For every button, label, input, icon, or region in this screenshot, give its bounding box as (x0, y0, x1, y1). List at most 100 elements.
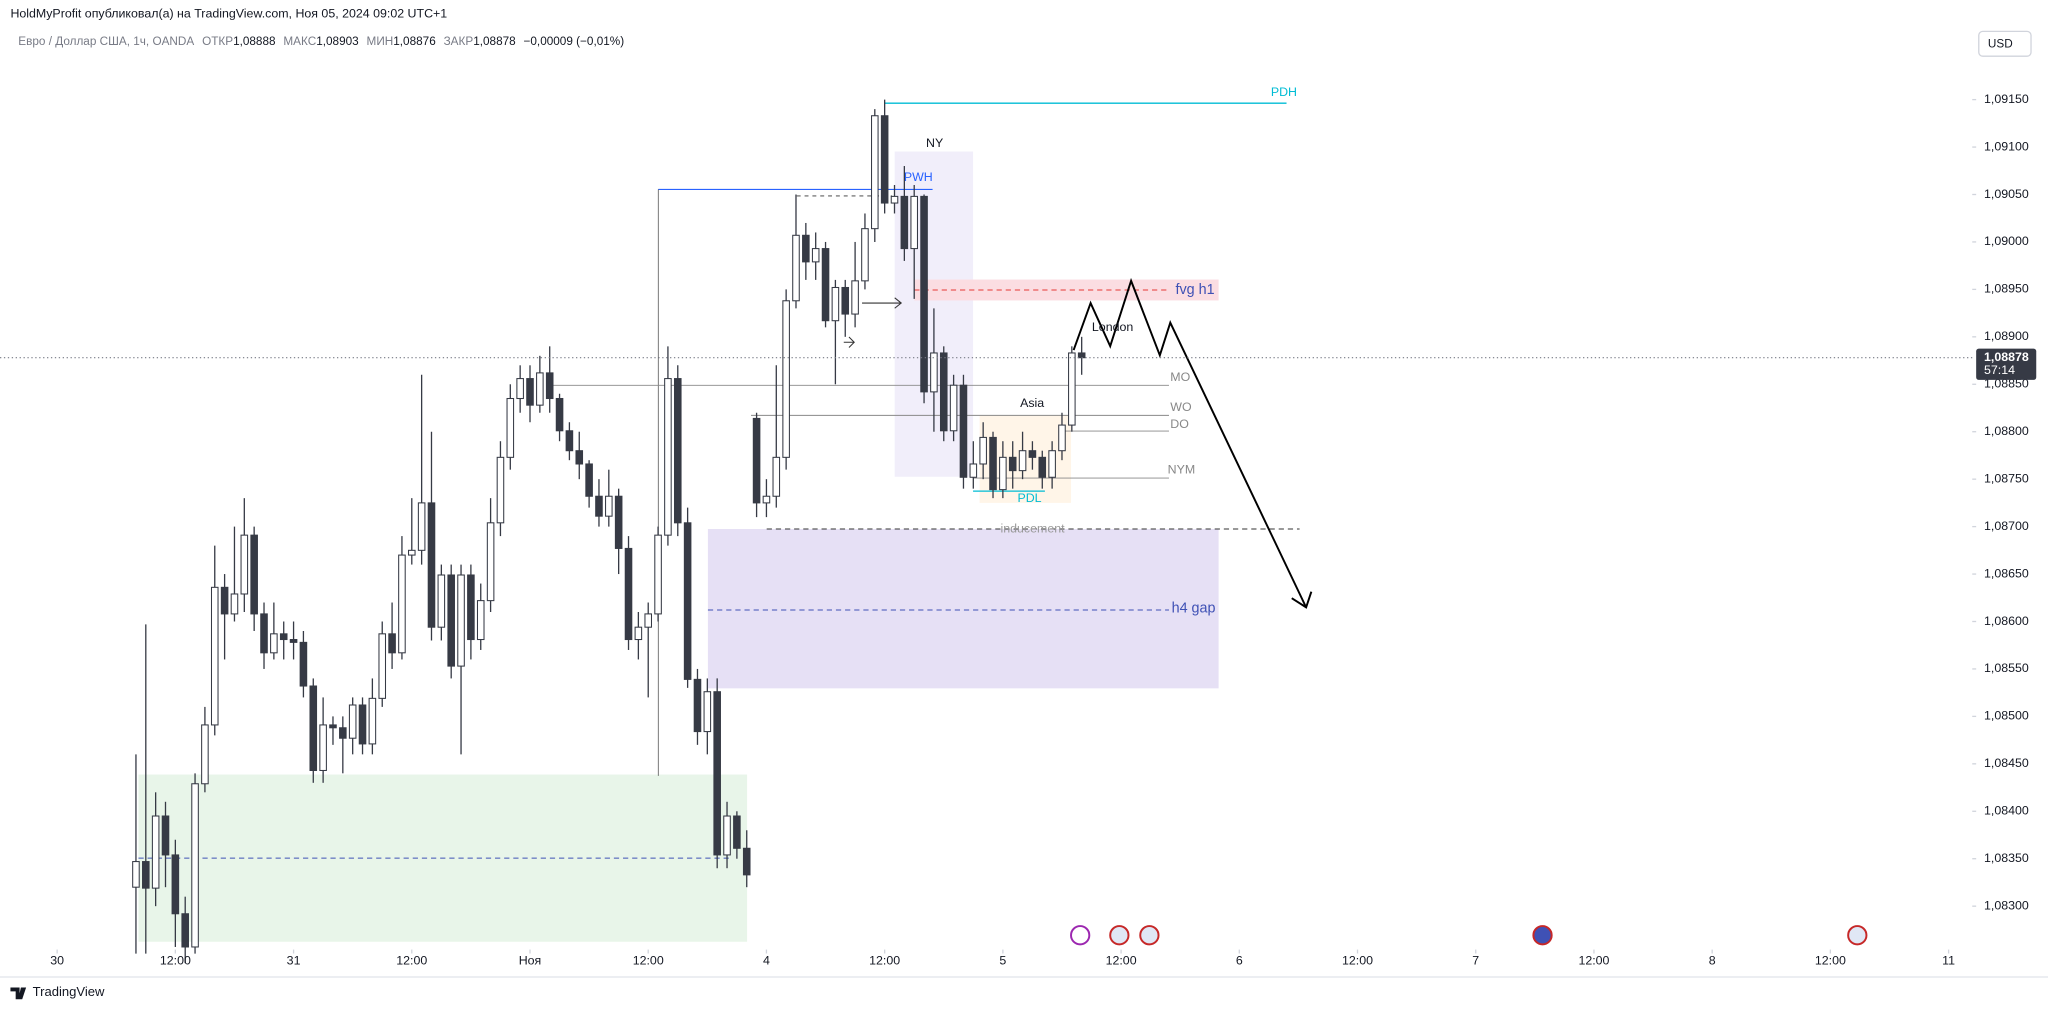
candle-body (447, 574, 455, 667)
candle-body (752, 417, 761, 504)
candle-body (339, 727, 347, 739)
candle-body (939, 352, 948, 432)
last-price-tag (1976, 348, 2037, 380)
candle-body (880, 115, 889, 204)
candle-body (673, 378, 682, 524)
candle-body (240, 534, 249, 595)
currency[interactable]: USD (1988, 38, 2013, 51)
event-icon[interactable] (1109, 925, 1130, 946)
candle-body (1058, 424, 1066, 452)
candle-body (388, 633, 396, 654)
x-tick-label: Ноя (519, 954, 542, 968)
candle-body (289, 639, 298, 643)
countdown: 57:14 (1984, 363, 2015, 377)
ohlc-label: ОТКР (202, 35, 233, 48)
y-tick-label: 1,08350 (1984, 851, 2029, 865)
y-tick-label: 1,08450 (1984, 756, 2029, 770)
annotation: London (1092, 320, 1133, 334)
x-tick-label: 12:00 (396, 954, 427, 968)
x-tick-label: 12:00 (869, 954, 900, 968)
candle-body (358, 704, 367, 745)
candle-body (427, 502, 436, 628)
event-icon[interactable] (1532, 925, 1553, 946)
candle-body (319, 724, 327, 771)
annotation: NYM (1168, 463, 1196, 477)
h4-gap-zone (707, 529, 1219, 689)
candle-body (1038, 456, 1047, 478)
candle-body (496, 456, 505, 524)
candle-body (309, 685, 318, 771)
brand: TradingView (33, 984, 105, 999)
x-tick-label: 4 (763, 954, 770, 968)
candle-body (713, 691, 721, 856)
candle-body (181, 913, 189, 948)
candle-body (664, 378, 672, 536)
event-icon[interactable] (1070, 925, 1091, 946)
candle-body (782, 300, 790, 458)
annotation: DO (1170, 417, 1189, 431)
candle-body (220, 586, 229, 615)
event-icon[interactable] (1139, 925, 1160, 946)
annotation: PWH (904, 170, 933, 184)
candle-body (1028, 450, 1037, 458)
candle-body (1048, 450, 1056, 478)
arrow (843, 336, 855, 348)
candle-body (132, 861, 140, 888)
candle-body (230, 593, 239, 615)
candle-body (142, 861, 150, 889)
candle-body (949, 384, 958, 432)
candle-body (417, 502, 426, 551)
candle-body (595, 495, 603, 517)
candle-body (890, 195, 899, 204)
candle-body (467, 574, 475, 641)
candle-body (762, 495, 771, 504)
x-tick-label: 31 (287, 954, 301, 968)
candle-body (772, 456, 781, 497)
candle-body (536, 372, 544, 406)
y-tick-label: 1,08850 (1984, 377, 2029, 391)
publisher: HoldMyProfit опубликовал(а) на TradingVi… (10, 7, 447, 21)
event-icon[interactable] (1847, 925, 1868, 946)
x-tick-label: 30 (50, 954, 64, 968)
candle-body (969, 463, 978, 478)
candle-body (811, 248, 820, 263)
currency-button[interactable] (1978, 30, 2032, 57)
candle-body (1018, 450, 1027, 472)
ohlc-label: ЗАКР (444, 35, 474, 48)
candle-body (989, 436, 997, 491)
candle-body (210, 586, 219, 726)
candle-body (831, 286, 840, 322)
annotation: NY (926, 136, 943, 150)
candle-body (250, 534, 258, 615)
y-tick-label: 1,08300 (1984, 898, 2029, 912)
candle-body (171, 854, 180, 915)
x-tick-label: 5 (999, 954, 1006, 968)
candle-body (841, 286, 850, 315)
x-tick-label: 8 (1709, 954, 1716, 968)
candle-body (299, 641, 308, 687)
candle-body (693, 678, 702, 733)
candle-body (920, 195, 928, 393)
x-tick-label: 11 (1942, 954, 1955, 968)
candle-body (910, 195, 918, 250)
event-icons (1070, 925, 1868, 946)
candle-body (270, 633, 278, 654)
candle-body (260, 613, 268, 654)
candle-body (506, 397, 515, 458)
candle-body (407, 549, 416, 556)
x-tick-label: 12:00 (633, 954, 664, 968)
ohlc-value: 1,08888 (233, 35, 276, 48)
candle-body (634, 626, 643, 641)
y-tick-label: 1,08950 (1984, 282, 2029, 296)
candle-body (742, 847, 751, 876)
candle-body (703, 691, 712, 733)
last-price-label: 1,08878 (1984, 350, 2029, 364)
candle-body (565, 430, 574, 452)
x-tick-label: 12:00 (1106, 954, 1137, 968)
candle-body (398, 554, 406, 654)
candle-body (191, 783, 199, 948)
candle-body (1008, 456, 1017, 472)
projection-path (1072, 277, 1313, 609)
candle-body (486, 522, 495, 602)
